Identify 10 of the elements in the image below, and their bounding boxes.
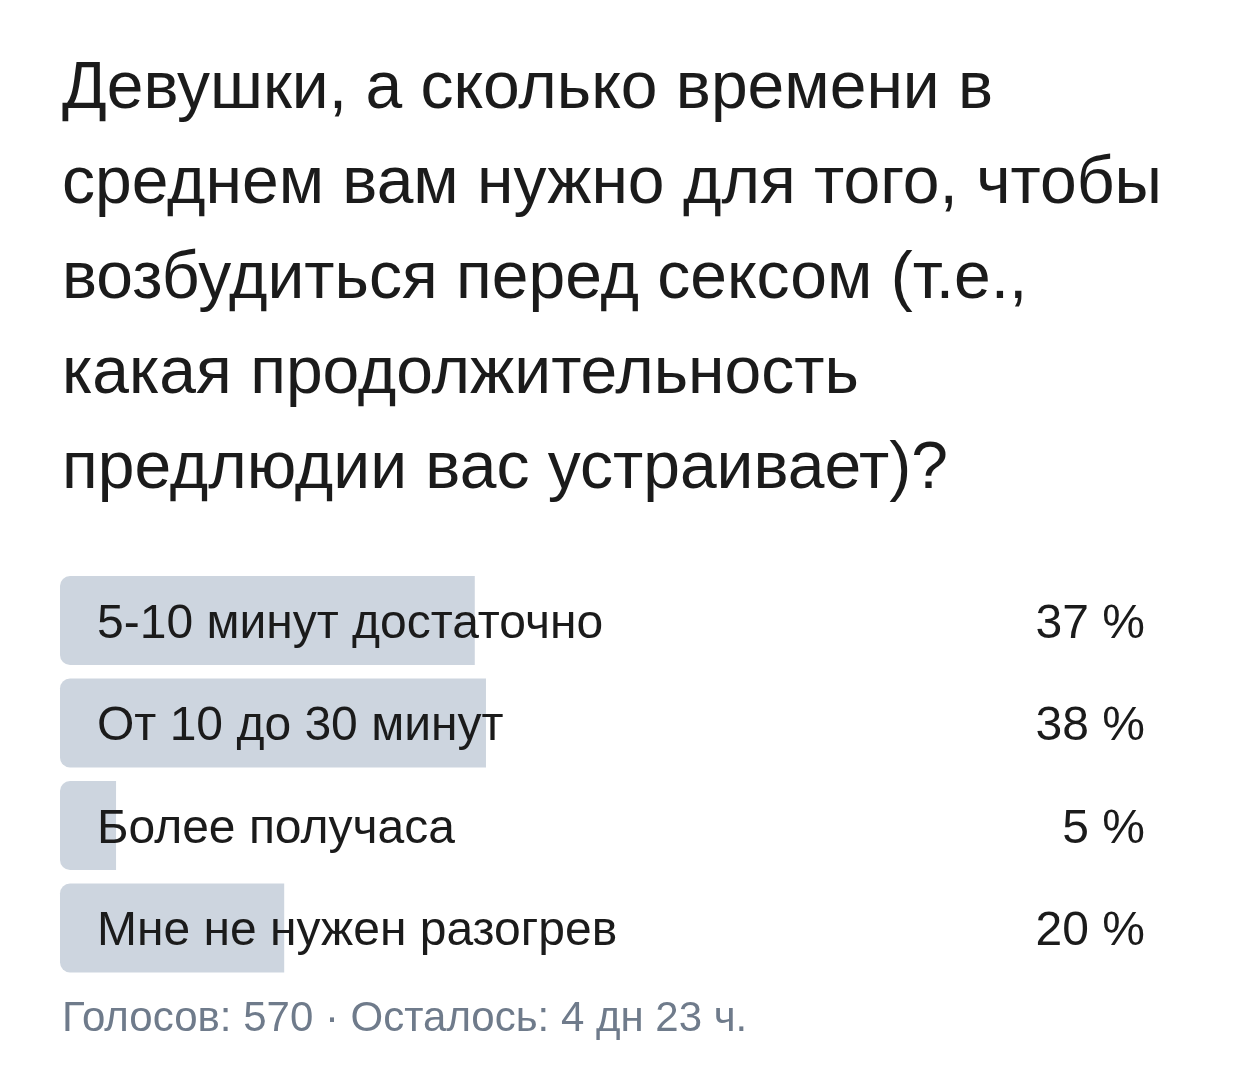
y-tick-label: Более получаса (97, 799, 456, 853)
data-label: 38 % (1035, 697, 1145, 750)
data-label: 20 % (1035, 902, 1145, 955)
y-tick-label: Мне не нужен разогрев (97, 902, 618, 955)
text: Голосов: 570 · Осталось: 4 дн 23 ч. (62, 993, 748, 1040)
data-label: 5 % (1062, 799, 1145, 853)
chart-title: Девушки, а сколько времени в среднем вам нужно для того, чтобы возбудиться перед сексом (т.е., какая продолжительность предлюдии вас устраивает)? (62, 48, 1163, 502)
y-tick-label: От 10 до 30 минут (97, 697, 504, 750)
data-label: 37 % (1035, 594, 1145, 648)
y-tick-label: 5-10 минут достаточно (97, 594, 604, 648)
